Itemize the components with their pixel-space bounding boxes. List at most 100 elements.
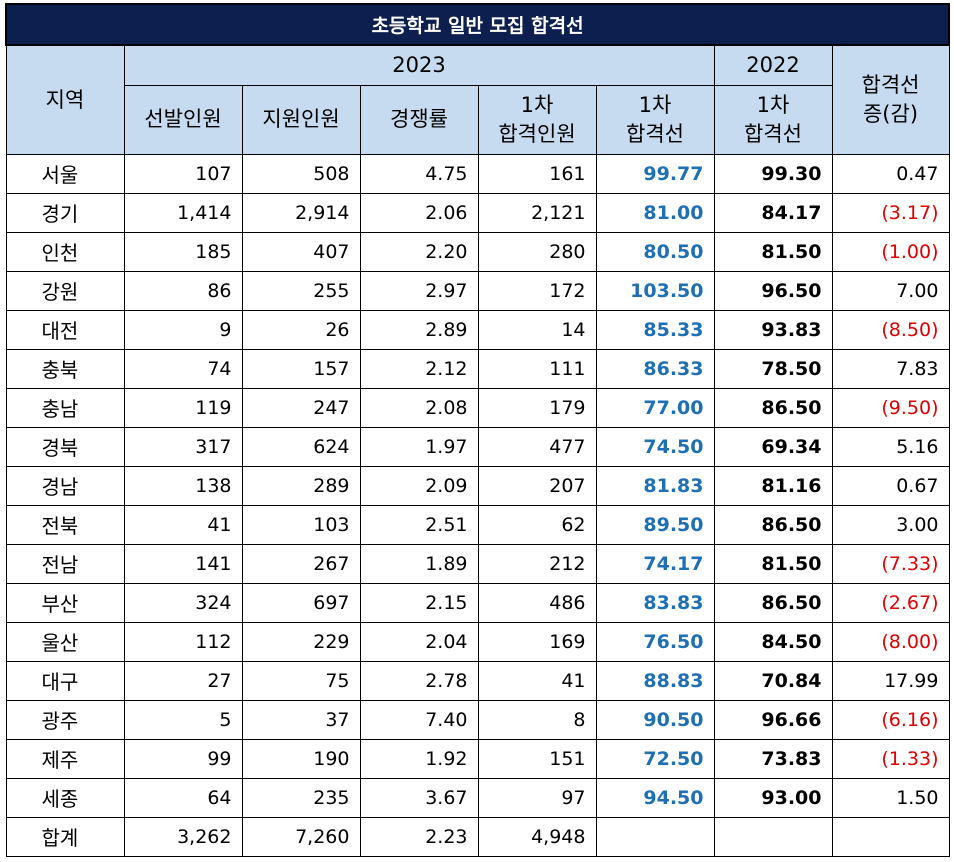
cell-change: (7.33) — [831, 543, 950, 584]
cell-cutoff-2023: 83.83 — [595, 582, 715, 623]
cell-cutoff-2023: 76.50 — [595, 621, 715, 662]
cell-applicants: 7,260 — [241, 816, 361, 857]
cell-change: 5.16 — [831, 426, 950, 467]
cell-applicants: 508 — [241, 153, 361, 194]
table-row: 충남 119 247 2.08 179 77.00 86.50 (9.50) — [5, 387, 950, 428]
header-selected: 선발인원 — [123, 84, 243, 155]
cell-region: 전북 — [5, 504, 125, 545]
cell-first-passers: 212 — [477, 543, 597, 584]
cell-selected: 138 — [123, 465, 243, 506]
cell-applicants: 157 — [241, 348, 361, 389]
table-row: 광주 5 37 7.40 8 90.50 96.66 (6.16) — [5, 699, 950, 740]
cell-competition: 1.92 — [359, 738, 479, 779]
cell-applicants: 75 — [241, 660, 361, 701]
cell-change: 3.00 — [831, 504, 950, 545]
table-wrapper: 초등학교 일반 모집 합격선 지역 2023 2022 합격선 증(감) 선발인… — [5, 3, 950, 857]
header-first-passers: 1차 합격인원 — [477, 84, 597, 155]
cell-change: (9.50) — [831, 387, 950, 428]
cell-cutoff-2022: 84.50 — [713, 621, 833, 662]
cell-cutoff-2023: 99.77 — [595, 153, 715, 194]
cell-cutoff-2023: 94.50 — [595, 777, 715, 818]
cell-cutoff-2023: 85.33 — [595, 309, 715, 350]
cell-selected: 99 — [123, 738, 243, 779]
cell-cutoff-2022: 84.17 — [713, 192, 833, 233]
cell-first-passers: 4,948 — [477, 816, 597, 857]
cell-cutoff-2023: 81.00 — [595, 192, 715, 233]
cell-selected: 107 — [123, 153, 243, 194]
cell-competition: 3.67 — [359, 777, 479, 818]
cell-competition: 2.97 — [359, 270, 479, 311]
cell-region: 충북 — [5, 348, 125, 389]
cell-region: 울산 — [5, 621, 125, 662]
table-row: 울산 112 229 2.04 169 76.50 84.50 (8.00) — [5, 621, 950, 662]
cell-cutoff-2023: 72.50 — [595, 738, 715, 779]
cell-competition: 2.20 — [359, 231, 479, 272]
header-first-cutoff-2022: 1차 합격선 — [713, 84, 833, 155]
cell-first-passers: 111 — [477, 348, 597, 389]
cell-cutoff-2022: 81.16 — [713, 465, 833, 506]
cell-cutoff-2023: 81.83 — [595, 465, 715, 506]
cell-competition: 2.08 — [359, 387, 479, 428]
cell-cutoff-2022: 96.66 — [713, 699, 833, 740]
cell-region: 인천 — [5, 231, 125, 272]
cell-selected: 112 — [123, 621, 243, 662]
cell-change: (1.00) — [831, 231, 950, 272]
cell-competition: 2.12 — [359, 348, 479, 389]
table-row: 전북 41 103 2.51 62 89.50 86.50 3.00 — [5, 504, 950, 545]
cell-first-passers: 280 — [477, 231, 597, 272]
cell-change — [831, 816, 950, 857]
cell-region: 대구 — [5, 660, 125, 701]
header-year-2023: 2023 — [123, 44, 715, 86]
cell-competition: 1.89 — [359, 543, 479, 584]
cell-cutoff-2022: 73.83 — [713, 738, 833, 779]
cell-first-passers: 207 — [477, 465, 597, 506]
header-first-cutoff-2022-line1: 1차 — [756, 93, 790, 118]
table-row: 대전 9 26 2.89 14 85.33 93.83 (8.50) — [5, 309, 950, 350]
table-row: 세종 64 235 3.67 97 94.50 93.00 1.50 — [5, 777, 950, 818]
cell-region: 충남 — [5, 387, 125, 428]
cell-selected: 317 — [123, 426, 243, 467]
cell-selected: 119 — [123, 387, 243, 428]
cell-region: 서울 — [5, 153, 125, 194]
cell-region: 전남 — [5, 543, 125, 584]
cell-region: 제주 — [5, 738, 125, 779]
cell-cutoff-2023: 103.50 — [595, 270, 715, 311]
cell-selected: 41 — [123, 504, 243, 545]
cell-cutoff-2022: 93.83 — [713, 309, 833, 350]
cell-selected: 324 — [123, 582, 243, 623]
table-row: 경남 138 289 2.09 207 81.83 81.16 0.67 — [5, 465, 950, 506]
cell-competition: 1.97 — [359, 426, 479, 467]
cell-competition: 4.75 — [359, 153, 479, 194]
cell-selected: 3,262 — [123, 816, 243, 857]
cell-first-passers: 179 — [477, 387, 597, 428]
cell-cutoff-2023: 74.50 — [595, 426, 715, 467]
header-change-line2: 증(감) — [862, 101, 919, 126]
cell-first-passers: 161 — [477, 153, 597, 194]
cell-region: 경북 — [5, 426, 125, 467]
table-row: 경북 317 624 1.97 477 74.50 69.34 5.16 — [5, 426, 950, 467]
table-row: 충북 74 157 2.12 111 86.33 78.50 7.83 — [5, 348, 950, 389]
cell-applicants: 190 — [241, 738, 361, 779]
table-body: 서울 107 508 4.75 161 99.77 99.30 0.47 경기 1,414 2,91… — [5, 153, 950, 857]
table-row: 합계 3,262 7,260 2.23 4,948 — [5, 816, 950, 857]
cell-cutoff-2023: 90.50 — [595, 699, 715, 740]
cell-first-passers: 477 — [477, 426, 597, 467]
table-row: 경기 1,414 2,914 2.06 2,121 81.00 84.17 (3.17) — [5, 192, 950, 233]
cell-applicants: 697 — [241, 582, 361, 623]
cell-applicants: 267 — [241, 543, 361, 584]
header-change-line1: 합격선 — [861, 73, 920, 98]
cell-first-passers: 62 — [477, 504, 597, 545]
cell-region: 광주 — [5, 699, 125, 740]
cell-selected: 86 — [123, 270, 243, 311]
cell-region: 부산 — [5, 582, 125, 623]
cell-change: (1.33) — [831, 738, 950, 779]
cell-cutoff-2023: 86.33 — [595, 348, 715, 389]
cell-applicants: 103 — [241, 504, 361, 545]
cell-first-passers: 486 — [477, 582, 597, 623]
cell-cutoff-2023 — [595, 816, 715, 857]
table-row: 대구 27 75 2.78 41 88.83 70.84 17.99 — [5, 660, 950, 701]
cell-change: (8.00) — [831, 621, 950, 662]
cell-first-passers: 151 — [477, 738, 597, 779]
cell-cutoff-2022: 78.50 — [713, 348, 833, 389]
cell-selected: 185 — [123, 231, 243, 272]
